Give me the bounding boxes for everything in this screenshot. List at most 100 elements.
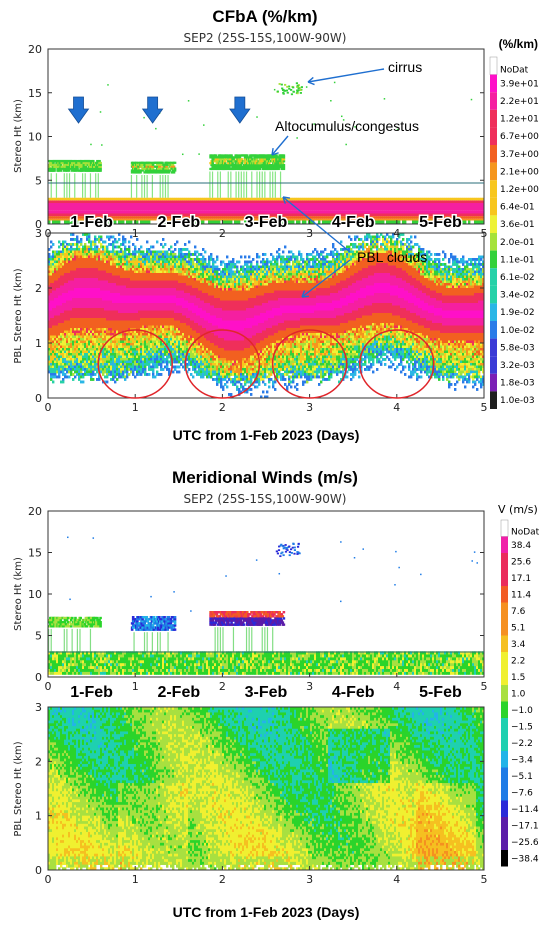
cf-pbl-cell: [94, 330, 97, 334]
cf-pbl-cell: [68, 250, 71, 254]
cf-pbl-band-cell: [260, 216, 263, 219]
cf-pbl-cell: [52, 323, 55, 326]
cf-pbl-cell: [132, 263, 135, 266]
cf-pbl-cell: [128, 275, 131, 279]
cf-pbl-cell: [96, 335, 99, 339]
cf-pbl-cell: [48, 305, 51, 309]
cf-pbl-cell: [70, 295, 73, 299]
cf-pbl-cell: [92, 345, 95, 349]
cf-pbl-cell: [94, 273, 97, 276]
cf-pbl-band-cell: [426, 220, 429, 224]
cf-pbl-cell: [96, 343, 99, 346]
cf-pbl-band-cell: [106, 216, 109, 219]
cf-pbl-band-cell: [258, 213, 261, 217]
cf-pbl-band-cell: [52, 218, 55, 221]
cf-pbl-cell: [92, 368, 95, 371]
cf-pbl-band-cell: [194, 200, 197, 204]
cf-pbl-band-cell: [374, 216, 377, 219]
cf-midlevel-cell: [166, 167, 170, 170]
cf-pbl-band-cell: [454, 218, 457, 221]
cf-midlevel-cell: [219, 162, 223, 165]
cf-pbl-cell: [56, 313, 59, 316]
cf-pbl-band-cell: [96, 216, 99, 219]
cf-pbl-cell: [80, 333, 83, 336]
cf-pbl-cell: [50, 343, 53, 346]
cf-pbl-cell: [110, 323, 113, 326]
cf-pbl-band-cell: [300, 203, 303, 211]
cf-pbl-band-cell: [138, 197, 141, 201]
cf-midlevel-cell: [61, 161, 65, 165]
cf-pbl-band-cell: [444, 213, 447, 217]
cf-pbl-band-cell: [328, 218, 331, 221]
cf-pbl-band-cell: [182, 200, 185, 204]
cf-pbl-cell: [106, 245, 109, 249]
cf-pbl-band-cell: [312, 213, 315, 217]
cf-pbl-cell: [114, 283, 117, 286]
cf-pbl-cell: [86, 335, 89, 339]
cf-pbl-cell: [48, 293, 51, 296]
cf-pbl-cell: [110, 338, 113, 341]
cf-pbl-cell: [48, 368, 51, 371]
cf-pbl-cell: [126, 345, 129, 349]
cf-pbl-cell: [104, 295, 107, 299]
cf-pbl-band-cell: [192, 216, 195, 219]
cf-pbl-band-cell: [194, 210, 197, 214]
cf-pbl-cell: [54, 255, 57, 259]
cf-pbl-band-cell: [150, 200, 153, 204]
cf-pbl-cell: [66, 270, 69, 274]
cf-pbl-cell: [92, 293, 95, 296]
cf-pbl-band-cell: [480, 210, 483, 214]
cf-pbl-cell: [134, 335, 137, 339]
cf-pbl-band-cell: [190, 197, 193, 201]
cf-pbl-cell: [54, 325, 57, 329]
cf-midlevel-cell: [89, 161, 93, 165]
cf-pbl-cell: [64, 285, 67, 289]
cf-pbl-band-cell: [88, 216, 91, 219]
cf-pbl-cell: [102, 363, 105, 366]
cf-pbl-cell: [66, 320, 69, 324]
cf-pbl-band-cell: [460, 218, 463, 221]
cf-pbl-band-cell: [412, 220, 415, 224]
cf-pbl-band-cell: [462, 197, 465, 201]
cf-pbl-band-cell: [320, 218, 323, 221]
cf-pbl-band-cell: [166, 203, 169, 211]
cf-pbl-cell: [52, 360, 55, 364]
cf-pbl-cell: [108, 325, 111, 329]
cf-pbl-cell: [74, 260, 77, 264]
cf-pbl-band-cell: [182, 210, 185, 214]
cf-pbl-band-cell: [406, 200, 409, 204]
cf-pbl-cell: [122, 243, 125, 246]
cf-pbl-cell: [64, 295, 67, 299]
cf-pbl-band-cell: [154, 213, 157, 217]
cf-pbl-band-cell: [334, 216, 337, 219]
cf-pbl-cell: [124, 313, 127, 316]
cf-pbl-cell: [120, 310, 123, 314]
cf-pbl-band-cell: [162, 210, 165, 214]
cf-pbl-band-cell: [154, 216, 157, 219]
cf-speck-cell: [313, 123, 315, 125]
cf-pbl-band-cell: [322, 216, 325, 219]
cf-pbl-cell: [84, 318, 87, 321]
cf-pbl-band-cell: [272, 200, 275, 204]
cf-pbl-cell: [100, 305, 103, 309]
cf-pbl-cell: [84, 358, 87, 361]
cf-pbl-cell: [102, 293, 105, 296]
cf-pbl-band-cell: [310, 220, 313, 224]
cf-pbl-band-cell: [296, 197, 299, 201]
cf-pbl-cell: [100, 330, 103, 334]
cf-pbl-band-cell: [342, 216, 345, 219]
cf-pbl-cell: [132, 273, 135, 276]
cf-pbl-cell: [64, 278, 67, 281]
cf-pbl-cell: [74, 335, 77, 339]
cf-pbl-cell: [96, 368, 99, 371]
cf-midlevel-cell: [255, 163, 258, 167]
cf-pbl-band-cell: [226, 210, 229, 214]
cf-pbl-band-cell: [82, 197, 85, 201]
cf-pbl-cell: [110, 368, 113, 371]
cf-pbl-band-cell: [156, 213, 159, 217]
cf-pbl-band-cell: [380, 218, 383, 221]
cf-pbl-band-cell: [220, 197, 223, 201]
cf-pbl-band-cell: [224, 203, 227, 211]
cf-pbl-cell: [96, 353, 99, 356]
cf-pbl-cell: [70, 333, 73, 336]
